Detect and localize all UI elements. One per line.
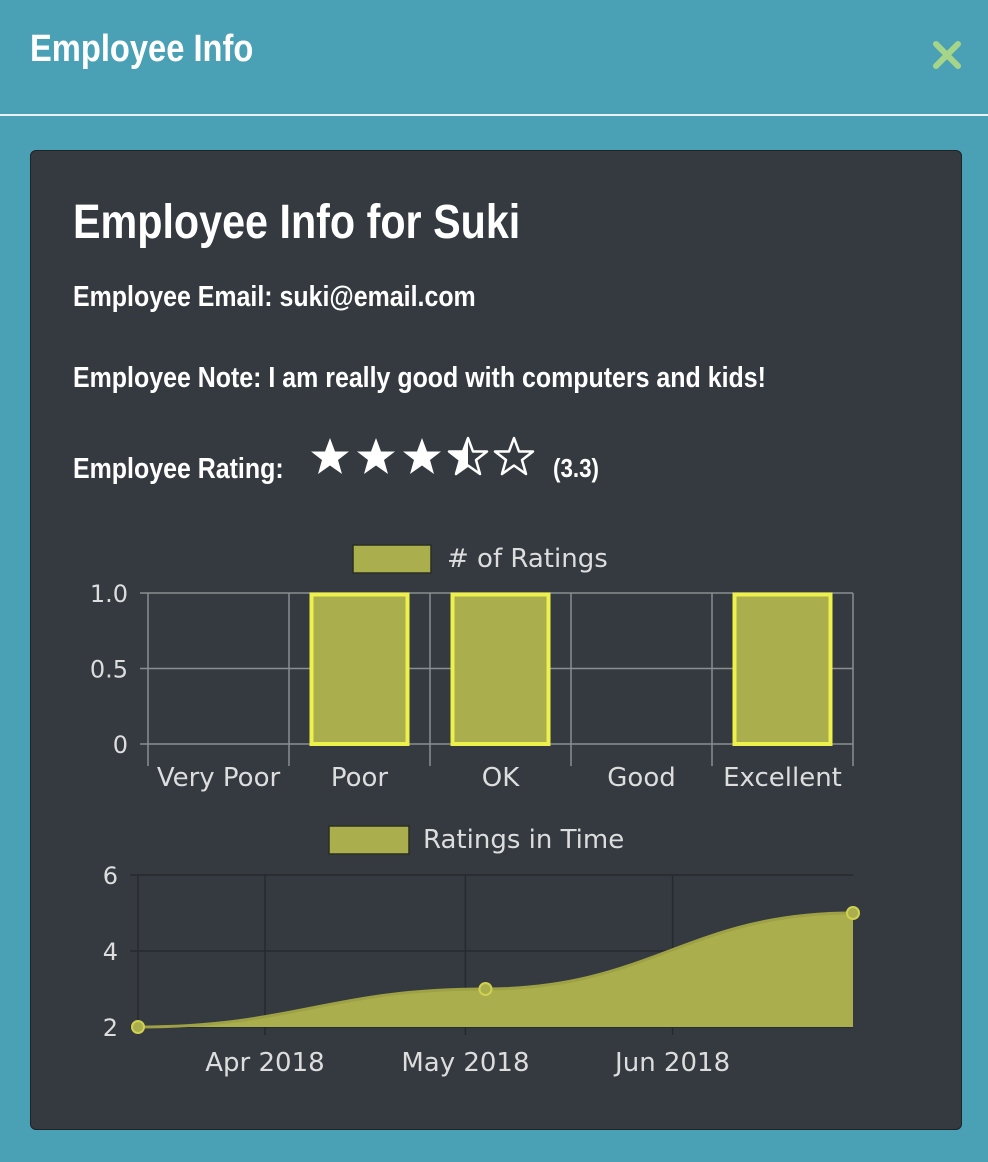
rating-stars	[309, 435, 535, 479]
employee-note: Employee Note: I am really good with com…	[73, 362, 766, 394]
y-tick-label: 0	[113, 731, 128, 759]
full-star-icon	[403, 438, 441, 474]
empty-star-icon	[493, 436, 535, 476]
x-tick-label: OK	[482, 763, 520, 793]
ratings-time-chart: Ratings in Time 6 4 2 Apr 2018 May 2018 Jun 20…	[103, 825, 860, 1078]
x-tick-label: Excellent	[723, 763, 842, 793]
y-tick-label: 6	[103, 862, 118, 890]
employee-heading: Employee Info for Suki	[73, 196, 521, 249]
x-tick-label: Apr 2018	[205, 1048, 324, 1078]
data-point	[131, 1020, 145, 1034]
employee-card: Employee Info for Suki Employee Email: s…	[30, 150, 962, 1130]
y-tick-label: 2	[103, 1014, 118, 1042]
employee-email: Employee Email: suki@email.com	[73, 281, 476, 313]
x-tick-label: Good	[607, 763, 675, 793]
x-tick-label: Jun 2018	[613, 1048, 730, 1078]
full-star-icon	[357, 438, 395, 474]
y-tick-label: 4	[103, 938, 118, 966]
bar-excellent	[732, 592, 833, 746]
legend-label: # of Ratings	[447, 544, 608, 574]
employee-rating-label: Employee Rating:	[73, 453, 284, 485]
modal-header: Employee Info	[0, 0, 988, 116]
data-point	[846, 906, 860, 920]
close-icon[interactable]	[930, 38, 964, 72]
half-star-icon	[447, 436, 489, 476]
rating-value: (3.3)	[553, 453, 599, 483]
x-tick-label: Poor	[331, 763, 389, 793]
x-tick-label: May 2018	[401, 1048, 529, 1078]
legend-label: Ratings in Time	[423, 825, 624, 855]
y-tick-label: 1.0	[90, 580, 128, 608]
area-fill	[138, 913, 853, 1027]
data-point	[478, 982, 493, 996]
bar-poor	[309, 592, 410, 746]
ratings-bar-chart: # of Ratings 1.0 0.5 0 Very Poor Poor OK Good Ex…	[90, 544, 854, 793]
full-star-icon	[311, 438, 349, 474]
x-tick-label: Very Poor	[157, 763, 281, 793]
bar-ok	[450, 592, 551, 746]
y-tick-label: 0.5	[90, 656, 128, 684]
legend-swatch	[352, 544, 432, 574]
legend-swatch	[328, 825, 410, 855]
modal-title: Employee Info	[30, 28, 254, 70]
